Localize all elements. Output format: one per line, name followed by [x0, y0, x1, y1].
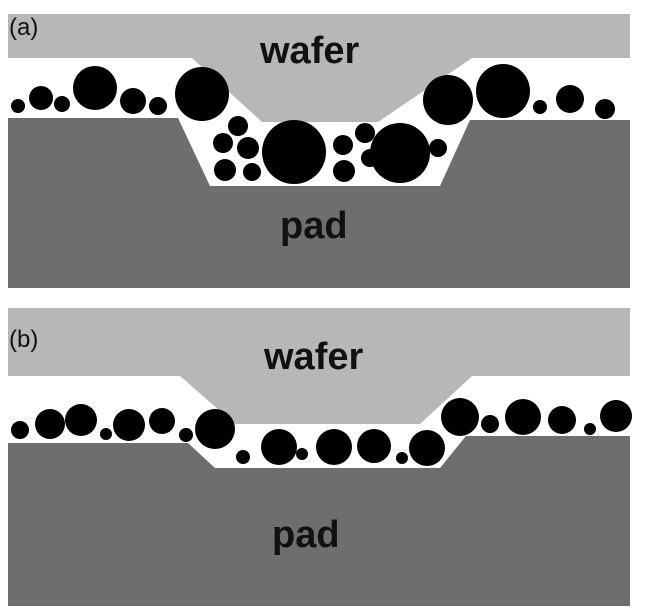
particle — [533, 100, 547, 114]
pad-label: pad — [280, 205, 348, 247]
particle — [333, 160, 355, 182]
wafer-label: wafer — [264, 336, 364, 378]
panel-b: (b) wafer pad — [0, 306, 645, 616]
particle — [600, 400, 632, 432]
particle — [556, 85, 584, 113]
panel-label: (b) — [9, 326, 39, 353]
particle — [441, 398, 479, 436]
particle — [29, 86, 53, 110]
particle — [505, 399, 541, 435]
particle — [396, 452, 408, 464]
particle — [409, 430, 445, 466]
wafer-region — [8, 308, 630, 424]
pad-region — [8, 436, 630, 606]
particle — [429, 139, 447, 157]
particle — [228, 116, 248, 136]
particle — [262, 120, 326, 184]
pad-region — [8, 118, 630, 288]
abrasive-particles — [11, 398, 632, 466]
particle — [261, 429, 297, 465]
particle — [423, 75, 473, 125]
particle — [11, 99, 25, 113]
particle — [333, 135, 353, 155]
particle — [120, 88, 146, 114]
particle — [236, 450, 250, 464]
abrasive-particles — [11, 64, 615, 184]
particle — [316, 429, 352, 465]
particle — [243, 163, 261, 181]
particle — [65, 404, 97, 436]
particle — [213, 133, 233, 153]
panel-a-diagram — [8, 14, 630, 288]
particle — [584, 423, 596, 435]
particle — [237, 137, 259, 159]
particle — [149, 408, 175, 434]
particle — [370, 123, 430, 183]
particle — [175, 67, 229, 121]
particle — [357, 429, 391, 463]
particle — [355, 123, 375, 143]
particle — [296, 448, 308, 460]
particle — [179, 428, 193, 442]
particle — [595, 99, 615, 119]
wafer-label: wafer — [260, 30, 360, 72]
panel-a: (a) wafer pad — [0, 0, 645, 300]
particle — [476, 64, 530, 118]
panel-b-diagram — [8, 308, 632, 606]
particle — [100, 428, 112, 440]
particle — [481, 415, 499, 433]
wafer-region — [8, 14, 630, 122]
particle — [214, 159, 236, 181]
particle — [54, 96, 70, 112]
particle — [548, 406, 576, 434]
particle — [195, 409, 235, 449]
pad-label: pad — [272, 514, 340, 556]
panel-label: (a) — [9, 14, 39, 41]
particle — [113, 409, 145, 441]
particle — [11, 421, 29, 439]
particle — [35, 409, 65, 439]
particle — [73, 66, 117, 110]
particle — [149, 97, 167, 115]
